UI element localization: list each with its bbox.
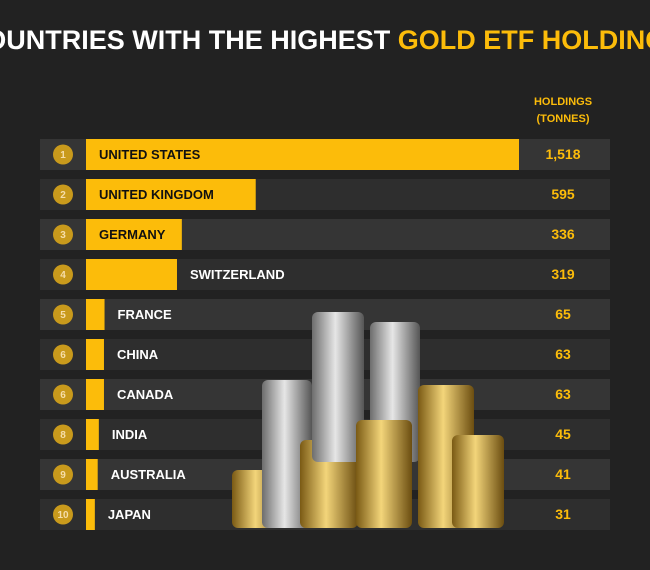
bar <box>86 379 104 410</box>
column-header: HOLDINGS <box>534 96 592 108</box>
rank-label: 10 <box>57 510 69 521</box>
category-label: SWITZERLAND <box>190 267 285 282</box>
value-label: 45 <box>555 426 571 442</box>
rank-badge <box>53 144 73 165</box>
category-label: FRANCE <box>118 307 172 322</box>
rank-badge <box>53 424 73 445</box>
coin-stack <box>262 380 312 528</box>
bar <box>86 259 177 290</box>
rank-badge <box>53 344 73 365</box>
rank-badge <box>53 184 73 205</box>
category-label: UNITED STATES <box>99 147 201 162</box>
bar <box>86 139 519 170</box>
title-text: COUNTRIES WITH THE HIGHEST <box>0 25 391 55</box>
rank-label: 2 <box>60 190 66 201</box>
rank-label: 9 <box>60 470 66 481</box>
rank-badge <box>53 224 73 245</box>
value-label: 41 <box>555 466 571 482</box>
coin-stack <box>452 435 504 528</box>
value-label: 65 <box>555 306 571 322</box>
category-label: JAPAN <box>108 507 151 522</box>
rank-badge <box>53 304 73 325</box>
value-label: 319 <box>551 266 575 282</box>
value-label: 31 <box>555 506 571 522</box>
rank-label: 6 <box>60 390 66 401</box>
value-label: 63 <box>555 346 571 362</box>
rank-label: 5 <box>60 310 66 321</box>
bar <box>86 179 256 210</box>
bar <box>86 459 98 490</box>
rank-badge <box>53 464 73 485</box>
coin-illustration <box>232 312 504 528</box>
bar <box>86 299 105 330</box>
value-label: 1,518 <box>545 146 580 162</box>
chart-title: COUNTRIES WITH THE HIGHEST GOLD ETF HOLD… <box>0 25 650 55</box>
bar <box>86 219 182 250</box>
category-label: UNITED KINGDOM <box>99 187 214 202</box>
value-label: 595 <box>551 186 575 202</box>
rank-label: 4 <box>60 270 66 281</box>
category-label: GERMANY <box>99 227 166 242</box>
value-label: 336 <box>551 226 575 242</box>
rank-label: 6 <box>60 350 66 361</box>
category-label: AUSTRALIA <box>111 467 187 482</box>
value-label: 63 <box>555 386 571 402</box>
bar <box>86 419 99 450</box>
category-label: CHINA <box>117 347 159 362</box>
category-label: INDIA <box>112 427 148 442</box>
rank-badge <box>53 504 73 525</box>
rank-label: 8 <box>60 430 66 441</box>
rank-badge <box>53 264 73 285</box>
coin-stack <box>356 420 412 528</box>
category-label: CANADA <box>117 387 174 402</box>
title-highlight: GOLD ETF HOLDINGS <box>398 25 650 55</box>
rank-label: 1 <box>60 150 66 161</box>
bar <box>86 339 104 370</box>
column-header: (TONNES) <box>537 113 590 125</box>
rank-label: 3 <box>60 230 66 241</box>
bar <box>86 499 95 530</box>
coin-stack <box>312 312 364 462</box>
rank-badge <box>53 384 73 405</box>
